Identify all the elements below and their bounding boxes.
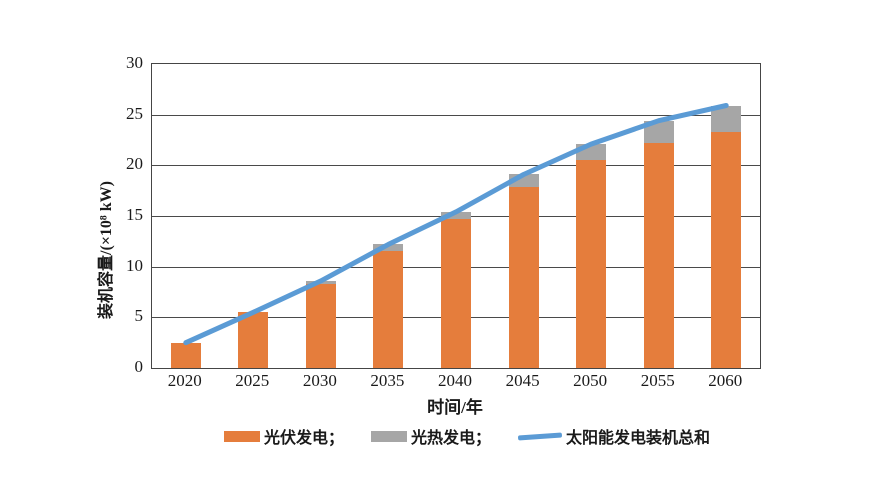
y-tick-label: 30 — [126, 53, 143, 72]
legend-label: 光伏发电； — [264, 430, 345, 447]
legend-item-3: 太阳能发电装机总和 — [517, 424, 711, 448]
legend-label: 太阳能发电装机总和 — [566, 430, 711, 447]
y-tick-label: 5 — [134, 306, 144, 326]
bar-pv-2025 — [238, 312, 269, 368]
bar-csp-2055 — [643, 120, 674, 143]
legend-item-1: 光伏发电； — [224, 424, 344, 448]
legend-swatch-marker — [224, 430, 260, 442]
bar-pv-2020 — [170, 342, 201, 368]
bar-csp-2035 — [373, 244, 404, 251]
y-tick-label: 25 — [126, 103, 143, 123]
legend-item-2: 光热发电； — [371, 424, 491, 448]
legend-line-marker — [517, 431, 563, 441]
bar-pv-2040 — [441, 219, 471, 368]
bar-csp-2040 — [441, 211, 471, 219]
y-tick-label: 0 — [134, 357, 144, 376]
bar-pv-2050 — [576, 160, 607, 368]
x-axis-title: 时间/年 — [427, 398, 483, 417]
gridline — [152, 114, 760, 116]
x-tick-label: 2060 — [708, 371, 743, 390]
x-tick-label: 2050 — [573, 371, 608, 390]
total-line — [183, 103, 729, 346]
x-tick-label: 2035 — [370, 371, 405, 390]
x-tick-label: 2025 — [235, 371, 270, 390]
gridline — [152, 165, 760, 167]
legend-label: 光热发电； — [411, 430, 492, 447]
plot-area — [151, 63, 761, 369]
y-tick-label: 15 — [126, 205, 143, 224]
bar-pv-2045 — [508, 186, 539, 368]
y-axis-title: 装机容量/(×10⁸ kW) — [98, 181, 115, 319]
x-tick-label: 2030 — [302, 371, 337, 390]
legend-swatch-marker — [371, 430, 408, 442]
legend: 光伏发电； 光热发电； 太阳能发电装机总和 — [224, 424, 710, 448]
x-tick-label: 2020 — [167, 371, 202, 390]
y-tick-label: 10 — [126, 255, 143, 275]
bar-pv-2060 — [711, 131, 742, 368]
x-tick-label: 2055 — [640, 371, 675, 390]
x-tick-label: 2045 — [505, 371, 540, 390]
bar-pv-2035 — [373, 250, 404, 368]
bar-pv-2055 — [643, 143, 674, 368]
y-tick-label: 20 — [126, 154, 143, 174]
x-tick-label: 2040 — [438, 371, 472, 390]
bar-pv-2030 — [305, 283, 336, 368]
